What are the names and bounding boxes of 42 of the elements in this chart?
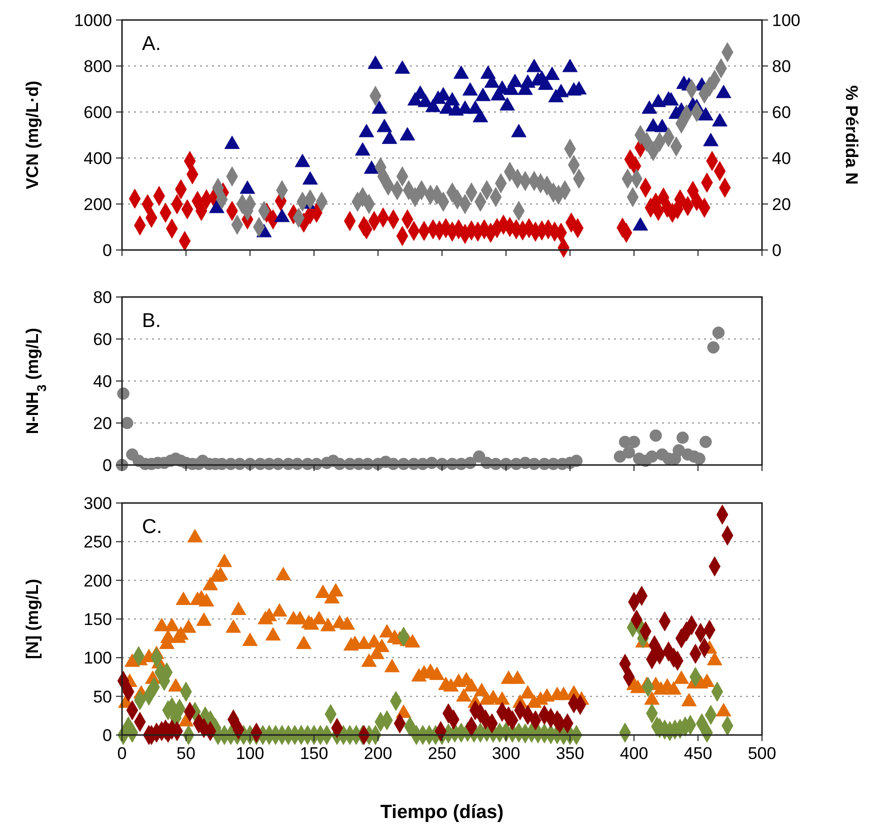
x-tick-label: 350 [556,744,584,763]
y-axis-title: VCN (mg/L·d) [23,80,42,190]
y-tick-label: 0 [102,241,112,260]
x-tick-label: 50 [176,744,196,763]
x-tick-label: 150 [300,744,328,763]
y-tick-label: 300 [84,494,112,513]
y-tick-label: 600 [84,103,112,122]
annotation: A. [142,33,161,55]
y-axis-title: [N] (mg/L) [23,578,42,660]
y2-tick-label: 40 [772,149,791,168]
y2-tick-label: 80 [772,57,791,76]
x-tick-label: 300 [492,744,520,763]
y-tick-label: 200 [84,571,112,590]
y-tick-label: 400 [84,149,112,168]
x-tick-label: 500 [748,744,776,763]
y-tick-label: 0 [102,726,112,745]
y-tick-label: 150 [84,610,112,629]
x-tick-label: 200 [364,744,392,763]
y2-tick-label: 0 [772,241,782,260]
y2-tick-label: 20 [772,195,791,214]
y-tick-label: 20 [93,414,112,433]
x-tick-label: 100 [236,744,264,763]
y2-axis-title: % Pérdida N [842,85,861,185]
y-tick-label: 250 [84,532,112,552]
x-tick-label: 0 [117,744,127,763]
y-tick-label: 100 [84,648,112,668]
annotation: B. [142,310,161,332]
y-tick-label: 40 [93,372,112,391]
y-tick-label: 60 [93,330,112,349]
x-tick-label: 250 [428,744,456,763]
annotation: C. [142,516,162,538]
x-tick-label: 400 [620,744,648,763]
y-tick-label: 200 [84,195,112,214]
y2-tick-label: 100 [772,11,800,30]
y-tick-label: 80 [93,288,112,307]
x-axis-title: Tiempo (días) [380,802,504,823]
x-tick-label: 450 [684,744,712,763]
y-tick-label: 50 [93,687,112,706]
y2-tick-label: 60 [772,103,791,122]
y-tick-label: 0 [102,456,112,475]
y-tick-label: 800 [84,57,112,76]
y-tick-label: 1000 [74,11,112,30]
